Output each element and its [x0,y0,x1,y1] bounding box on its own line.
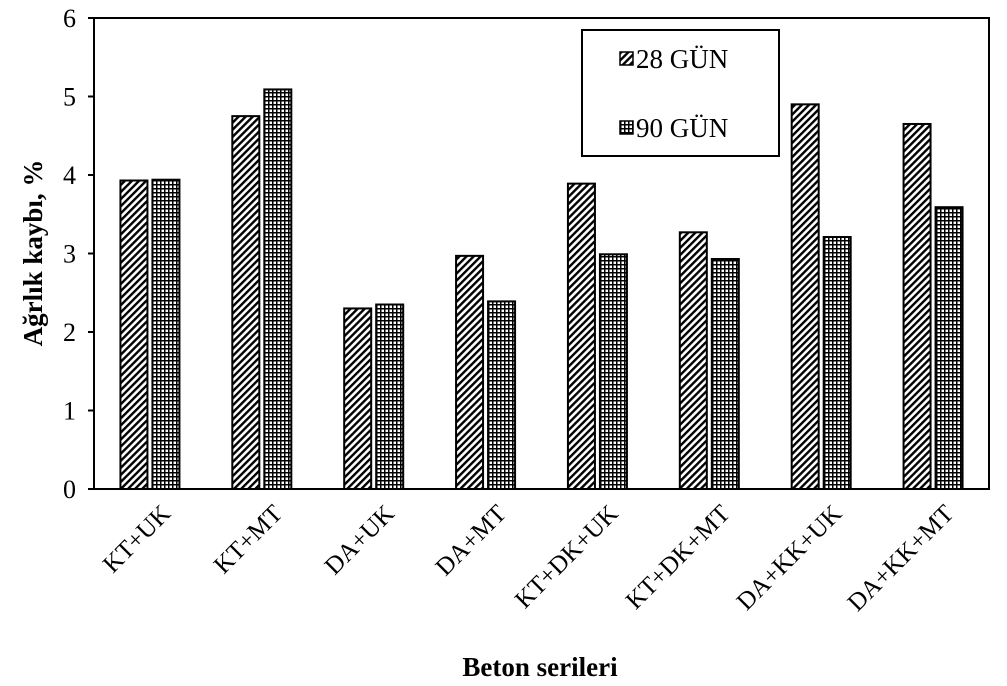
y-tick-label-5: 5 [63,83,76,112]
legend: 28 GÜN 90 GÜN [581,29,780,157]
bar-28-gun-4 [455,254,485,490]
bar-28-gun-2 [231,115,261,490]
bar-90-gun-5 [598,253,628,490]
bar-28-gun-5 [566,182,596,490]
bars-group [119,88,964,491]
x-axis-title: Beton serileri [462,652,618,682]
legend-swatch-90-gun [619,120,634,135]
y-tick-label-4: 4 [63,161,76,190]
x-tick-label-7: DA+KK+UK [732,500,848,616]
legend-box [581,29,780,157]
x-axis-labels: KT+UK KT+MT DA+UK DA+MTKT+DK+UKKT+DK+MTDA+K… [98,500,959,617]
bar-90-gun-8 [934,206,964,490]
bar-90-gun-3 [375,303,405,490]
bar-90-gun-7 [822,236,852,490]
bar-28-gun-7 [790,103,820,490]
bar-90-gun-2 [263,88,293,490]
legend-label-28-gun: 28 GÜN [636,44,728,74]
bar-90-gun-1 [151,178,181,491]
bar-28-gun-3 [343,307,373,491]
bar-90-gun-6 [710,257,740,490]
bar-28-gun-6 [678,231,708,490]
legend-label-90-gun: 90 GÜN [636,113,728,143]
bar-28-gun-1 [119,179,149,490]
legend-swatch-28-gun [619,51,634,66]
y-tick-label-6: 6 [63,4,76,33]
y-tick-label-1: 1 [63,397,76,426]
x-tick-label-1: KT+UK [98,500,176,578]
bar-28-gun-8 [902,122,932,490]
y-tick-label-2: 2 [63,318,76,347]
x-tick-label-8: DA+KK+MT [843,500,960,617]
y-axis-ticks: 0 1 2 3 4 5 6 [63,4,94,504]
x-tick-label-4: DA+MT [431,500,512,581]
bar-90-gun-4 [487,300,517,491]
x-tick-label-2: KT+MT [209,500,288,579]
x-tick-label-5: KT+DK+UK [510,500,624,614]
y-axis-title: Ağrlık kaybı, % [18,160,48,347]
x-tick-label-3: DA+UK [320,500,400,580]
plot-area [93,17,990,490]
y-tick-label-0: 0 [63,475,76,504]
x-tick-label-6: KT+DK+MT [621,500,736,615]
y-tick-label-3: 3 [63,240,76,269]
